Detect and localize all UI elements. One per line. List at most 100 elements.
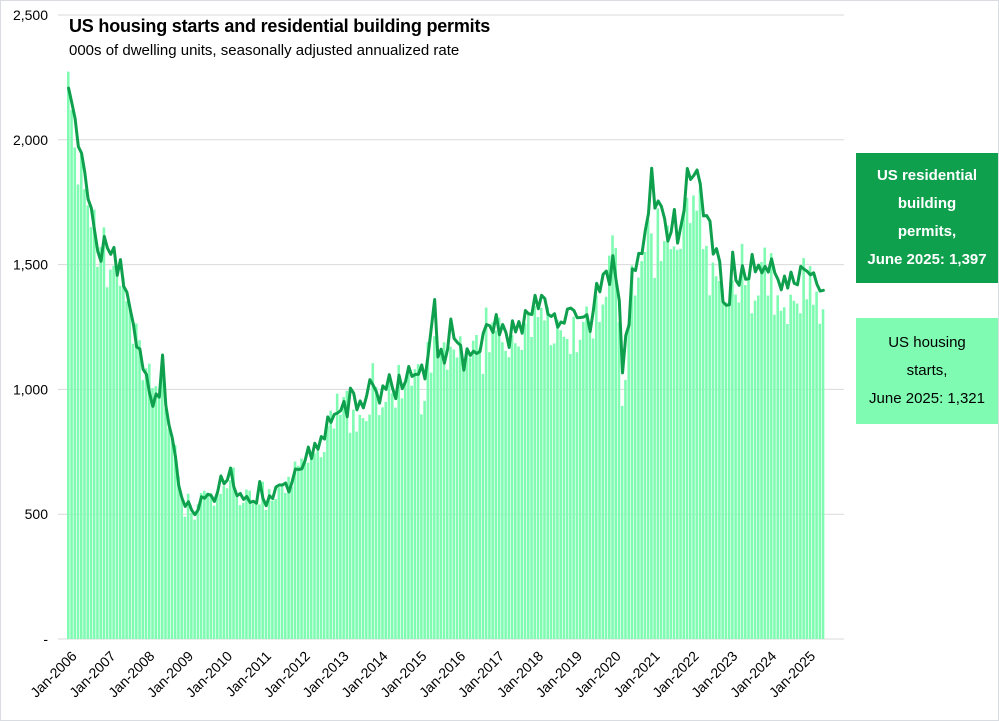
bar-housing-starts: [254, 502, 258, 639]
bar-housing-starts: [449, 346, 452, 639]
bar-housing-starts: [135, 323, 138, 639]
bar-housing-starts: [685, 197, 689, 639]
bar-housing-starts: [316, 450, 320, 639]
bar-housing-starts: [245, 489, 248, 639]
legend-permits: US residential building permits, June 20…: [856, 153, 998, 283]
bar-housing-starts: [604, 296, 608, 639]
bar-housing-starts: [416, 364, 420, 639]
bar-housing-starts: [154, 386, 158, 639]
bar-housing-starts: [559, 330, 562, 639]
bar-housing-starts: [504, 350, 507, 639]
bar-housing-starts: [96, 266, 99, 639]
bar-housing-starts: [167, 428, 171, 639]
y-tick-label: -: [43, 631, 48, 647]
legend-permits-line: US residential: [876, 166, 978, 184]
bar-housing-starts: [539, 307, 543, 639]
bar-housing-starts: [407, 369, 410, 639]
bar-housing-starts: [439, 354, 443, 639]
bar-housing-starts: [468, 357, 472, 639]
bar-housing-starts: [222, 485, 226, 639]
legend-starts-line: starts,: [906, 361, 948, 379]
bar-housing-starts: [420, 414, 423, 639]
bar-housing-starts: [248, 490, 251, 639]
bar-housing-starts: [549, 345, 553, 639]
bar-housing-starts: [588, 331, 592, 639]
bar-housing-starts: [238, 505, 242, 639]
bar-housing-starts: [799, 313, 802, 639]
bar-housing-starts: [309, 452, 313, 639]
bar-housing-starts: [753, 300, 757, 639]
bar-housing-starts: [170, 434, 174, 639]
bar-housing-starts: [773, 314, 776, 639]
bar-housing-starts: [212, 505, 216, 639]
bar-housing-starts: [776, 295, 779, 639]
bar-housing-starts: [196, 504, 200, 639]
bar-housing-starts: [679, 248, 682, 639]
bar-housing-starts: [225, 488, 229, 639]
bar-housing-starts: [264, 509, 268, 639]
bar-housing-starts: [180, 499, 183, 639]
y-tick-label: 500: [25, 506, 49, 522]
bar-housing-starts: [394, 407, 397, 639]
bar-housing-starts: [491, 322, 494, 639]
bar-housing-starts: [675, 249, 679, 639]
bar-housing-starts: [193, 519, 196, 639]
bar-housing-starts: [86, 205, 90, 639]
bar-housing-starts: [352, 409, 355, 639]
bar-housing-starts: [653, 277, 656, 639]
bar-housing-starts: [125, 301, 128, 639]
bar-housing-starts: [151, 388, 154, 639]
bar-housing-starts: [173, 445, 177, 639]
bar-housing-starts: [744, 285, 747, 639]
bar-housing-starts: [488, 352, 491, 639]
bar-housing-starts: [821, 309, 825, 639]
bar-housing-starts: [410, 385, 413, 639]
bar-housing-starts: [494, 330, 498, 639]
bar-housing-starts: [808, 266, 812, 639]
bar-housing-starts: [481, 373, 485, 639]
bar-housing-starts: [666, 225, 669, 639]
bar-housing-starts: [805, 299, 809, 639]
bar-housing-starts: [452, 349, 456, 639]
bar-housing-starts: [789, 294, 792, 639]
bar-housing-starts: [705, 245, 708, 639]
bar-housing-starts: [533, 306, 537, 639]
bar-housing-starts: [760, 262, 763, 639]
bar-housing-starts: [329, 410, 332, 639]
bar-housing-starts: [514, 343, 517, 639]
bar-housing-starts: [737, 302, 741, 639]
bar-housing-starts: [348, 432, 352, 639]
bar-housing-starts: [374, 386, 378, 639]
bar-housing-starts: [769, 253, 773, 639]
bar-housing-starts: [377, 415, 381, 639]
bar-housing-starts: [585, 306, 588, 639]
bar-housing-starts: [617, 322, 621, 639]
bar-housing-starts: [714, 276, 718, 639]
bar-housing-starts: [633, 295, 637, 639]
bar-housing-starts: [462, 361, 465, 639]
bar-housing-starts: [740, 243, 744, 639]
bar-housing-starts: [672, 246, 676, 639]
bar-housing-starts: [339, 414, 342, 639]
bar-housing-starts: [465, 350, 469, 639]
bar-housing-starts: [721, 289, 724, 639]
bar-housing-starts: [384, 401, 388, 639]
bar-housing-starts: [73, 147, 77, 640]
bar-housing-starts: [484, 307, 488, 639]
bar-housing-starts: [766, 295, 770, 639]
bar-housing-starts: [627, 323, 630, 639]
bar-housing-starts: [669, 249, 673, 639]
bar-housing-starts: [368, 414, 371, 639]
bar-housing-starts: [756, 295, 760, 639]
bar-housing-starts: [682, 213, 686, 639]
legend-permits-value: June 2025: 1,397: [867, 251, 987, 269]
bar-housing-starts: [478, 348, 481, 639]
bar-housing-starts: [303, 459, 307, 639]
bar-housing-starts: [361, 418, 365, 639]
bar-housing-starts: [501, 342, 504, 639]
y-tick-label: 1,500: [13, 257, 48, 273]
bar-housing-starts: [235, 493, 239, 639]
bar-housing-starts: [731, 280, 734, 639]
